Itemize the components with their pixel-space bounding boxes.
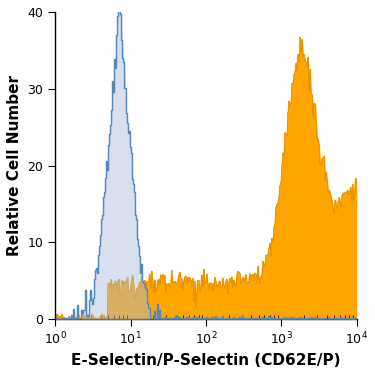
Y-axis label: Relative Cell Number: Relative Cell Number xyxy=(7,75,22,256)
X-axis label: E-Selectin/P-Selectin (CD62E/P): E-Selectin/P-Selectin (CD62E/P) xyxy=(71,353,340,368)
